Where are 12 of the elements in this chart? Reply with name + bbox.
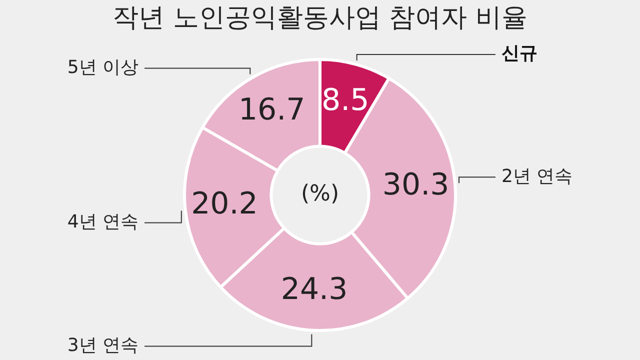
slice-label: 5년 이상: [67, 56, 138, 78]
data-label: 8.5: [322, 83, 370, 118]
chart-title: 작년 노인공익활동사업 참여자 비율: [112, 2, 528, 35]
slice-label: 신규: [502, 43, 538, 64]
slice-label: 3년 연속: [67, 334, 138, 356]
data-label: 30.3: [382, 168, 450, 203]
data-label: 20.2: [191, 186, 258, 222]
text: (%): [300, 182, 340, 207]
slice-label: 4년 연속: [67, 211, 138, 232]
slice-label: 2년 연속: [502, 166, 573, 187]
data-label: 16.7: [238, 92, 306, 128]
data-label: 24.3: [280, 272, 348, 307]
